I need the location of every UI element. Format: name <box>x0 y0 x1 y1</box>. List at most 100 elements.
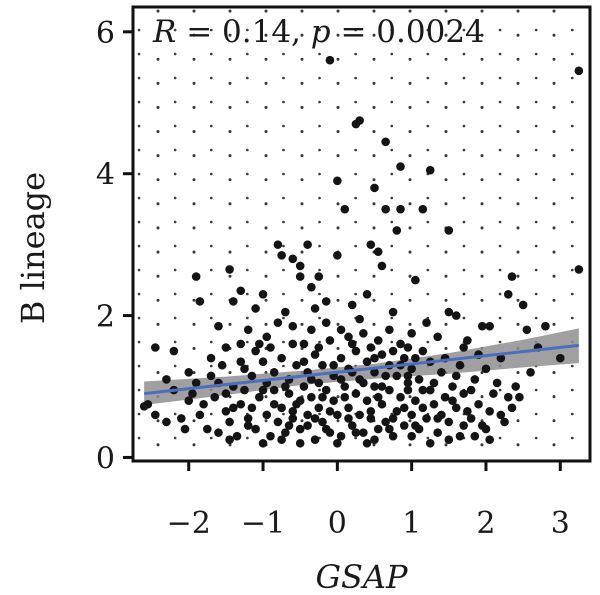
r-value: = 0.14, <box>176 14 310 50</box>
data-point <box>206 371 216 381</box>
data-point <box>422 318 431 327</box>
data-point <box>180 424 190 434</box>
data-point <box>295 438 305 448</box>
data-point <box>429 399 439 409</box>
data-point <box>437 410 446 420</box>
data-point <box>370 435 379 445</box>
data-point <box>288 407 298 416</box>
data-point <box>377 261 387 271</box>
data-point <box>295 396 305 406</box>
data-point <box>243 325 253 335</box>
data-point <box>459 343 468 352</box>
data-point <box>481 364 491 374</box>
data-point <box>292 360 301 370</box>
data-point <box>418 204 428 214</box>
data-point <box>277 250 286 260</box>
data-point <box>425 438 435 448</box>
data-point <box>288 339 298 349</box>
data-point <box>321 424 331 434</box>
data-point <box>150 410 160 420</box>
data-point <box>541 321 550 331</box>
data-point <box>203 424 212 434</box>
data-point <box>362 357 372 366</box>
data-point <box>388 307 398 317</box>
data-point <box>359 329 368 338</box>
data-point <box>325 55 335 65</box>
data-point <box>373 247 383 257</box>
data-point <box>188 389 197 398</box>
data-point <box>251 346 260 356</box>
data-point <box>273 240 283 249</box>
data-point <box>477 321 487 331</box>
data-point <box>440 392 450 402</box>
data-point <box>418 385 428 395</box>
data-point <box>359 378 368 388</box>
data-point <box>139 402 149 411</box>
data-point <box>359 428 368 437</box>
data-point <box>336 325 346 335</box>
data-point <box>214 321 223 331</box>
data-point <box>255 392 264 402</box>
data-point <box>362 396 372 406</box>
data-point <box>399 353 409 363</box>
data-point <box>451 371 461 381</box>
data-point <box>418 403 428 413</box>
data-point <box>455 360 465 370</box>
data-point <box>214 428 223 437</box>
data-point <box>169 346 179 356</box>
data-point <box>269 399 279 409</box>
data-point <box>258 357 268 366</box>
data-point <box>251 304 260 313</box>
data-point <box>574 66 584 76</box>
data-point <box>284 421 294 430</box>
data-point <box>336 375 346 384</box>
data-point <box>411 421 420 430</box>
data-point <box>385 385 394 395</box>
data-point <box>351 428 361 437</box>
data-point <box>288 414 298 423</box>
data-point <box>455 431 465 441</box>
regression-line <box>143 343 580 396</box>
data-point <box>303 421 312 430</box>
data-point <box>396 392 405 402</box>
data-point <box>444 226 454 235</box>
data-point <box>444 307 454 317</box>
y-tick-label: 4 <box>96 158 115 193</box>
p-label: p <box>311 14 331 50</box>
data-point <box>388 346 398 356</box>
data-point <box>217 360 227 370</box>
data-point <box>191 272 201 281</box>
y-tick-label: 2 <box>96 300 115 335</box>
data-point <box>266 431 275 441</box>
data-point <box>150 343 160 352</box>
data-point <box>466 414 476 423</box>
x-tick-label: 1 <box>402 506 421 541</box>
x-tick-label: 3 <box>551 506 570 541</box>
data-point <box>329 360 338 370</box>
data-point <box>299 357 309 366</box>
data-point <box>463 336 472 345</box>
data-point <box>162 375 171 384</box>
data-point <box>314 378 324 388</box>
data-point <box>366 240 376 249</box>
data-point <box>399 421 409 430</box>
confidence-band <box>144 328 579 405</box>
x-tick-label: −2 <box>167 506 211 541</box>
data-point <box>407 329 416 338</box>
data-point <box>470 375 480 384</box>
data-point <box>333 250 342 260</box>
data-point <box>366 414 376 423</box>
data-point <box>277 435 286 445</box>
data-point <box>340 204 350 214</box>
data-point <box>507 272 517 281</box>
data-point <box>247 403 257 413</box>
data-point <box>403 378 413 388</box>
data-point <box>162 417 171 427</box>
data-point <box>195 297 205 306</box>
data-point <box>321 318 331 327</box>
data-point <box>351 119 361 129</box>
data-point <box>314 343 324 352</box>
data-point <box>321 385 331 395</box>
data-point <box>403 371 413 381</box>
data-point <box>262 332 272 342</box>
